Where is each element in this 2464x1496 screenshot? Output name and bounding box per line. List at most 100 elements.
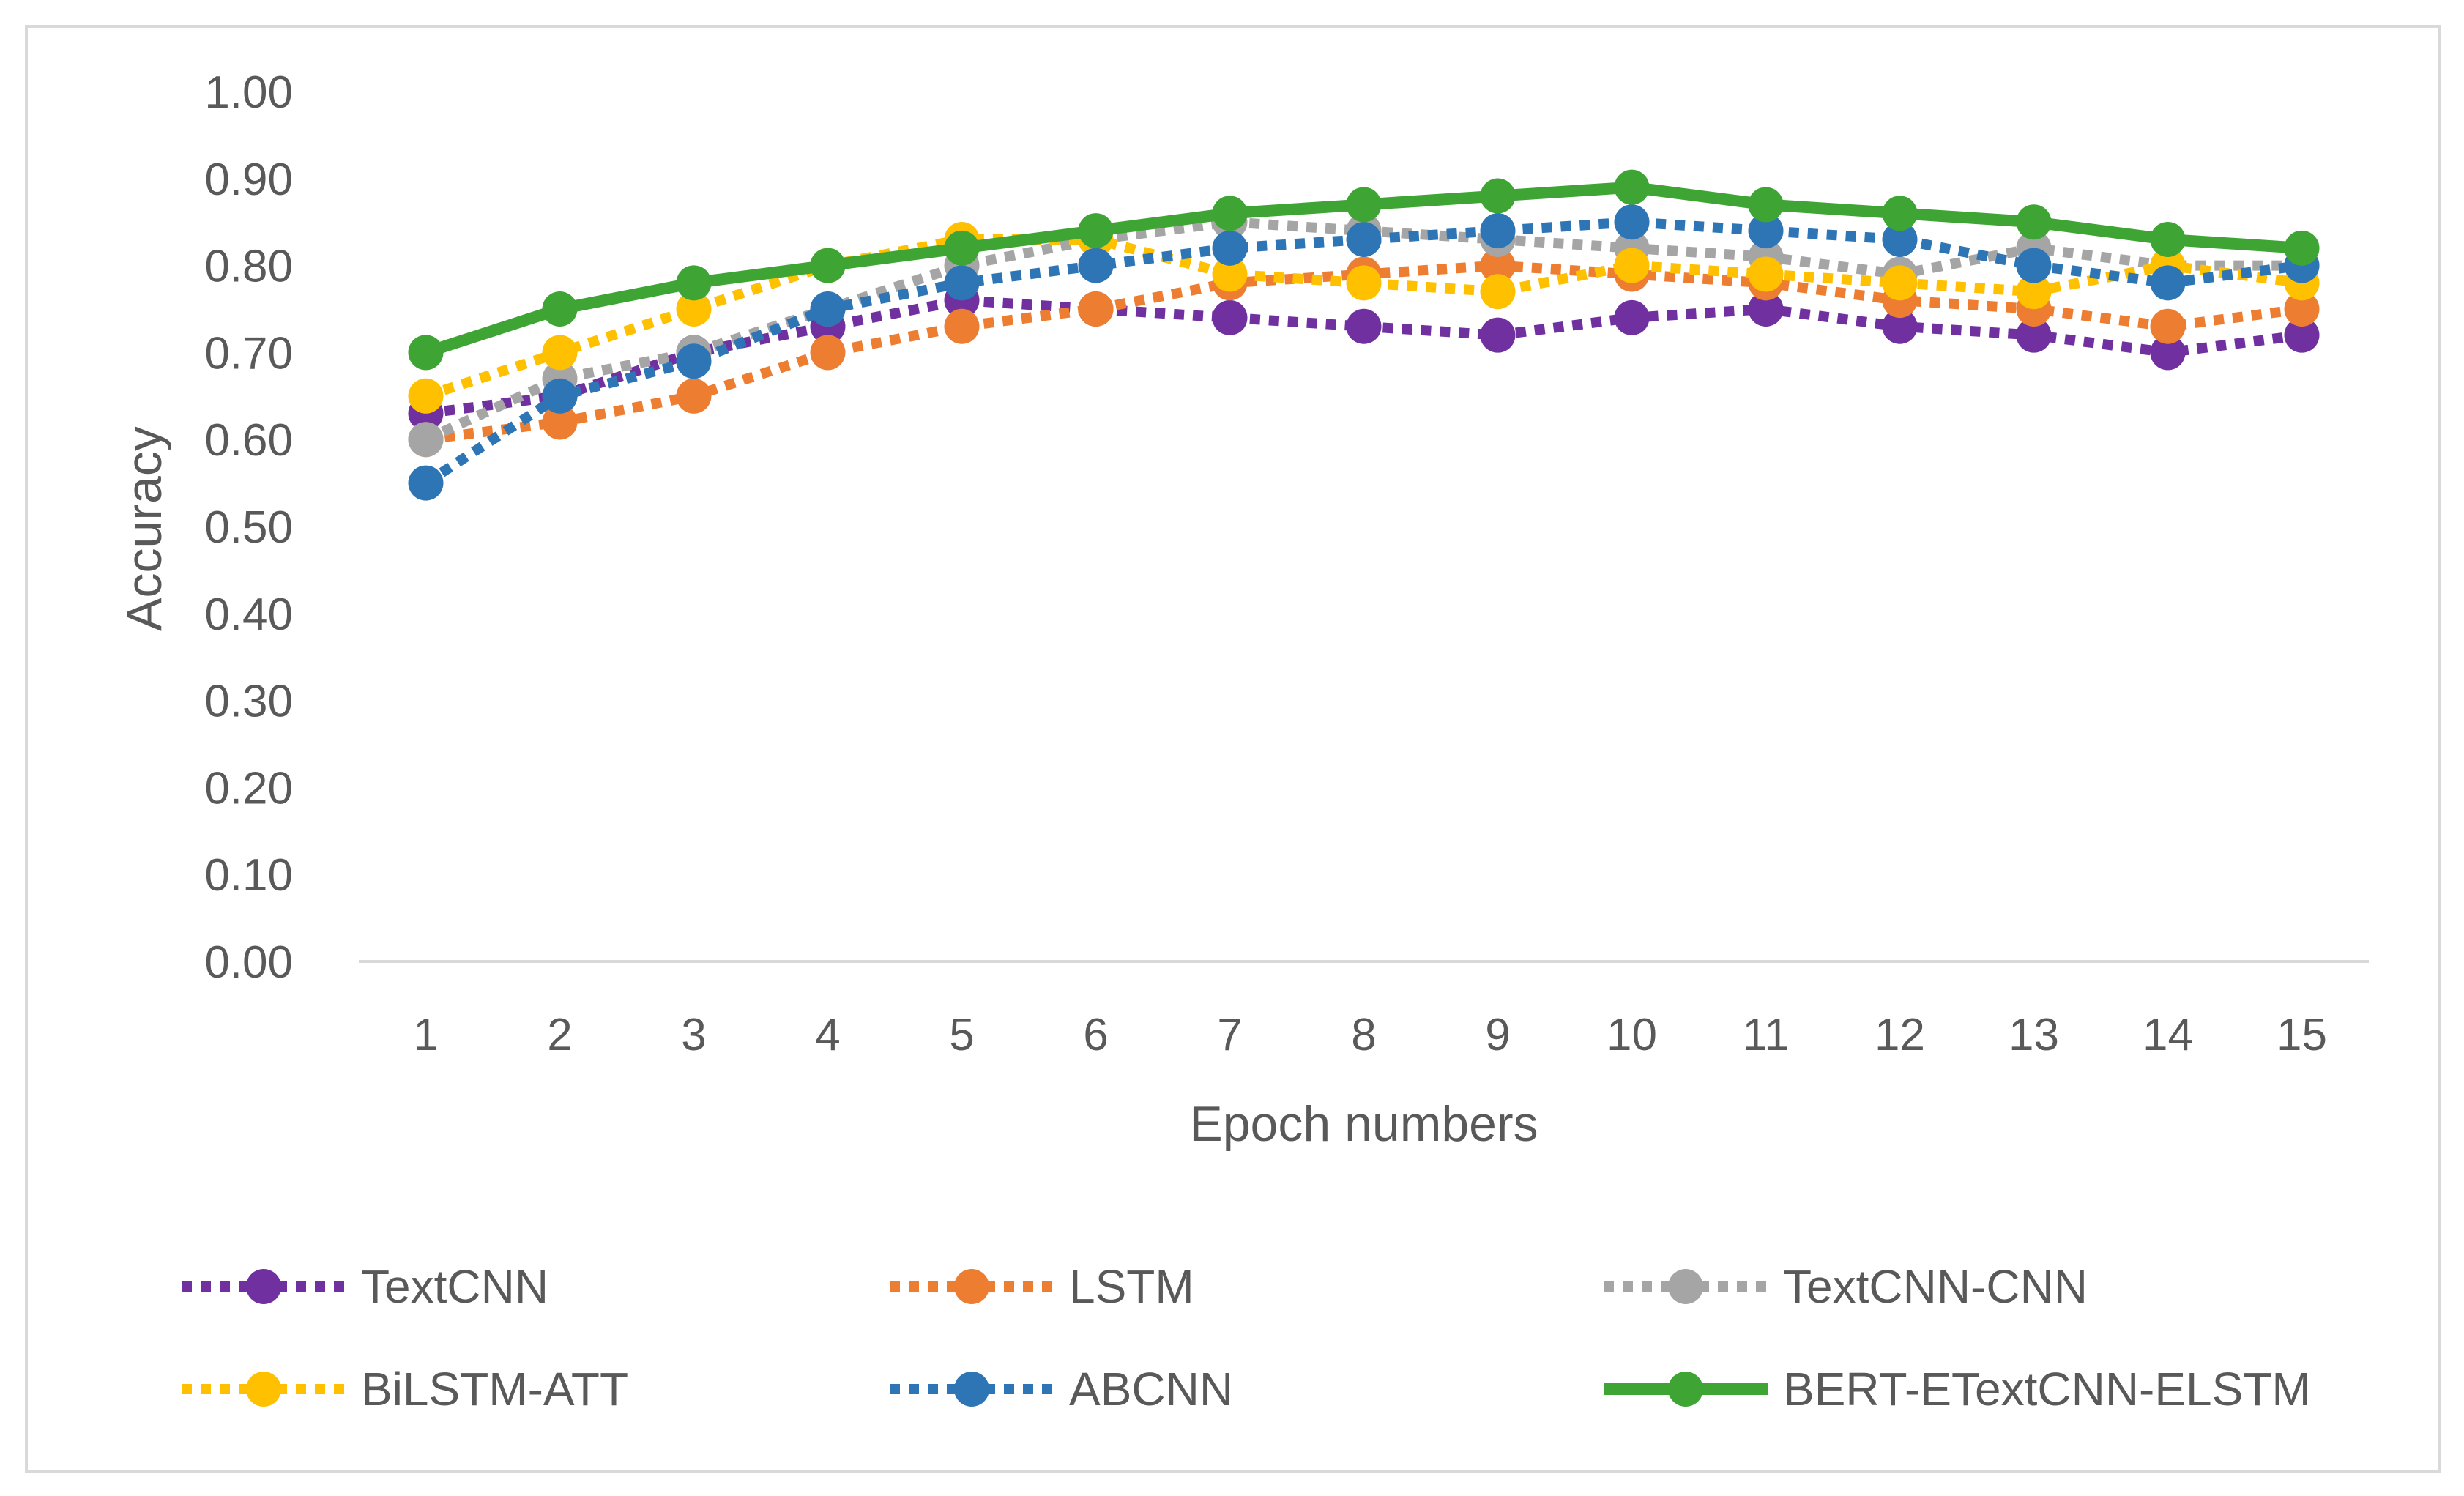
- x-tick-label: 14: [2143, 1010, 2193, 1060]
- data-point: [1078, 248, 1114, 283]
- data-point: [944, 230, 980, 266]
- data-point: [1346, 221, 1382, 257]
- x-tick-label: 10: [1607, 1010, 1657, 1060]
- legend-item: LSTM: [890, 1260, 1194, 1313]
- data-point: [408, 422, 444, 458]
- data-point: [1480, 178, 1516, 214]
- data-point: [1614, 204, 1650, 240]
- series-line: [423, 217, 2303, 488]
- data-point: [810, 248, 846, 283]
- y-tick-label: 0.60: [204, 415, 293, 466]
- data-point: [810, 335, 846, 371]
- y-tick-label: 0.40: [204, 589, 293, 640]
- x-tick-label: 12: [1875, 1010, 1925, 1060]
- data-point: [944, 265, 980, 301]
- data-point: [542, 404, 578, 440]
- data-point: [1748, 291, 1784, 327]
- data-point: [1614, 299, 1650, 335]
- legend-label: TextCNN: [361, 1260, 548, 1313]
- legend-label: LSTM: [1069, 1260, 1194, 1313]
- x-axis-title: Epoch numbers: [1189, 1096, 1538, 1152]
- legend-label: BERT-ETextCNN-ELSTM: [1783, 1363, 2311, 1415]
- data-point: [1212, 299, 1248, 335]
- legend-swatch-marker: [1668, 1269, 1703, 1304]
- data-point: [1748, 256, 1784, 292]
- legend-label: BiLSTM-ATT: [361, 1363, 628, 1415]
- x-tick-label: 6: [1083, 1010, 1108, 1060]
- data-point: [1614, 169, 1650, 205]
- data-point: [542, 378, 578, 414]
- legend: TextCNN LSTM TextCNN-CNN BiLSTM-ATT ABCNN BER…: [182, 1260, 2311, 1415]
- data-point: [1078, 291, 1114, 327]
- legend-swatch-marker: [246, 1372, 281, 1407]
- data-point: [1346, 265, 1382, 301]
- data-point: [1212, 196, 1248, 231]
- data-point: [542, 291, 578, 327]
- data-point: [1212, 256, 1248, 292]
- data-point: [1882, 308, 1918, 344]
- data-point: [2150, 265, 2186, 301]
- data-point: [2016, 274, 2052, 310]
- y-tick-label: 0.00: [204, 937, 293, 988]
- x-tick-label: 5: [949, 1010, 974, 1060]
- x-tick-label: 8: [1351, 1010, 1376, 1060]
- x-tick-label: 15: [2277, 1010, 2327, 1060]
- data-point: [1480, 213, 1516, 249]
- data-point: [542, 335, 578, 371]
- data-point: [1614, 248, 1650, 283]
- legend-item: TextCNN: [182, 1260, 548, 1313]
- x-tick-label: 7: [1217, 1010, 1242, 1060]
- y-axis-title: Accuracy: [116, 426, 172, 631]
- y-axis-ticks: 0.00 0.10 0.20 0.30 0.40 0.50 0.60 0.70 0.80 0.90…: [204, 67, 293, 988]
- series-line: [424, 234, 2303, 401]
- legend-item: TextCNN-CNN: [1604, 1260, 2088, 1313]
- data-point: [2150, 335, 2186, 371]
- data-point: [1480, 248, 1516, 283]
- x-tick-label: 9: [1485, 1010, 1510, 1060]
- legend-label: TextCNN-CNN: [1783, 1260, 2088, 1313]
- data-point: [408, 378, 444, 414]
- series-line: [425, 295, 2303, 419]
- x-tick-label: 4: [815, 1010, 840, 1060]
- data-point: [408, 465, 444, 501]
- data-point: [1212, 230, 1248, 266]
- x-tick-label: 1: [413, 1010, 438, 1060]
- x-tick-label: 2: [547, 1010, 572, 1060]
- data-point: [1882, 196, 1918, 231]
- data-point: [676, 378, 712, 414]
- data-point: [2016, 204, 2052, 240]
- legend-swatch-marker: [954, 1372, 989, 1407]
- data-point: [1882, 221, 1918, 257]
- data-point: [1748, 187, 1784, 223]
- data-point: [1882, 265, 1918, 301]
- x-tick-label: 13: [2009, 1010, 2059, 1060]
- legend-item: BiLSTM-ATT: [182, 1363, 628, 1415]
- y-tick-label: 1.00: [204, 67, 293, 118]
- legend-swatch-marker: [954, 1269, 989, 1304]
- data-point: [2150, 308, 2186, 344]
- legend-swatch-marker: [246, 1269, 281, 1304]
- data-point: [676, 343, 712, 379]
- data-point: [408, 335, 444, 371]
- data-point: [2016, 317, 2052, 353]
- data-point: [1346, 187, 1382, 223]
- y-tick-label: 0.80: [204, 242, 293, 292]
- data-point: [676, 265, 712, 301]
- y-tick-label: 0.30: [204, 677, 293, 727]
- y-tick-label: 0.20: [204, 763, 293, 814]
- data-point: [2284, 291, 2320, 327]
- data-point: [1748, 213, 1784, 249]
- x-tick-label: 3: [681, 1010, 706, 1060]
- data-point: [2284, 317, 2320, 353]
- data-point: [810, 291, 846, 327]
- data-point: [2016, 248, 2052, 283]
- y-tick-label: 0.50: [204, 502, 293, 553]
- y-tick-label: 0.10: [204, 850, 293, 901]
- data-point: [944, 308, 980, 344]
- legend-item: BERT-ETextCNN-ELSTM: [1604, 1363, 2311, 1415]
- data-point: [1480, 317, 1516, 353]
- x-axis-ticks: 1 2 3 4 5 6 7 8 9 10 11 12 13 14 15: [413, 1010, 2327, 1060]
- data-point: [2150, 221, 2186, 257]
- legend-label: ABCNN: [1069, 1363, 1233, 1415]
